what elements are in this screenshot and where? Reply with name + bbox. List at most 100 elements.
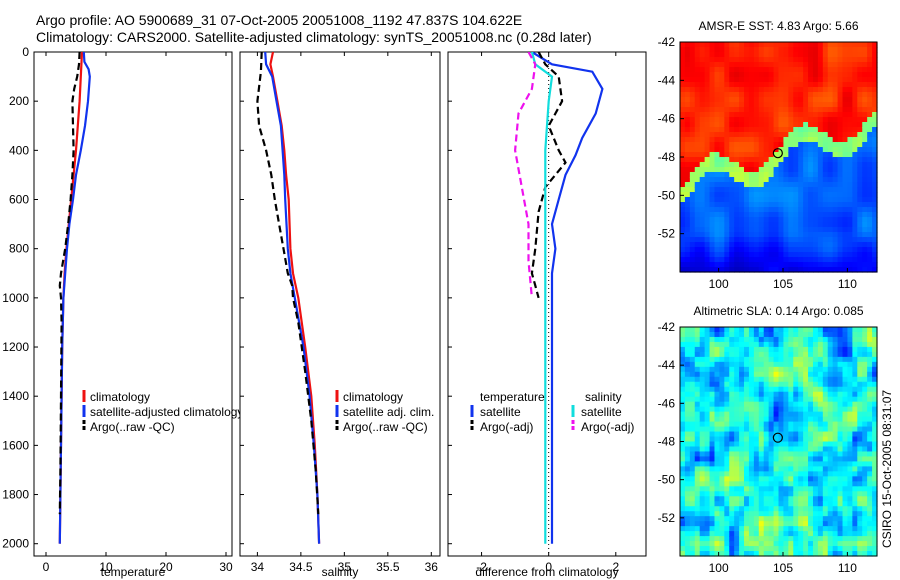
sst_map-cell <box>694 67 701 73</box>
sst_map-cell <box>867 42 873 48</box>
sla_map-cell <box>699 421 706 428</box>
sst_map-cell <box>872 117 878 123</box>
sla_map-cell <box>803 371 809 378</box>
sst_map-cell <box>832 132 839 138</box>
sst_map-cell <box>768 162 775 168</box>
sst_map-cell <box>862 137 868 143</box>
sla_map-cell <box>773 541 780 547</box>
sst_map-cell <box>694 112 701 118</box>
sst_map-cell <box>680 222 686 228</box>
sst_map-cell <box>689 97 696 103</box>
sla_map-cell <box>768 331 775 338</box>
sla_map-cell <box>684 336 691 343</box>
sla_map-cell <box>793 426 799 433</box>
sst_map-cell <box>709 117 716 123</box>
sla_map-cell <box>773 341 780 348</box>
sst_map-cell <box>808 142 814 148</box>
sla_map-cell <box>832 531 839 537</box>
sla_map-cell <box>714 406 720 413</box>
sst_map-cell <box>729 172 735 178</box>
sst_map-cell <box>719 77 725 83</box>
sla_map-cell <box>827 461 834 467</box>
sla_map-cell <box>729 536 735 542</box>
sla_map-cell <box>808 411 814 418</box>
sla_map-cell <box>827 426 834 433</box>
sla_map-cell <box>872 476 878 482</box>
sla_map-cell <box>778 401 785 408</box>
sst_map-cell <box>709 177 716 183</box>
sst_map-cell <box>832 117 839 123</box>
sla_map-cell <box>729 396 735 403</box>
sst_map-cell <box>793 252 799 258</box>
sst_map-cell <box>763 167 770 173</box>
sst_map-cell <box>768 87 775 93</box>
sst_map-cell <box>694 127 701 133</box>
sst_map-cell <box>724 97 730 103</box>
sla_map-cell <box>783 336 789 343</box>
sst_map-cell <box>724 57 730 63</box>
sla_map-cell <box>832 501 839 507</box>
sst_map-cell <box>704 192 711 198</box>
sst_map-cell <box>793 237 799 243</box>
sst_map-cell <box>724 172 730 178</box>
sla_map-cell <box>763 436 770 443</box>
sst_map-cell <box>689 112 696 118</box>
sst_map-cell <box>744 62 750 68</box>
sst_map-cell <box>709 232 716 238</box>
sst_map-cell <box>812 117 819 123</box>
sla_map-cell <box>734 531 740 537</box>
sla_map-cell <box>699 411 706 418</box>
sst_map-cell <box>812 212 819 218</box>
sst_map-cell <box>719 57 725 63</box>
sla_map-cell <box>862 471 868 477</box>
sla_map-cell <box>699 396 706 403</box>
sla_map-cell <box>808 351 814 358</box>
sla_map-cell <box>744 541 750 547</box>
sst_map-cell <box>803 52 809 58</box>
sst_map-cell <box>862 182 868 188</box>
sla_map-cell <box>694 461 701 467</box>
sla_map-cell <box>832 491 839 497</box>
sla_map-cell <box>842 386 849 393</box>
sla_map-cell <box>837 406 844 413</box>
sst_map-cell <box>734 237 740 243</box>
sla_map-cell <box>694 491 701 497</box>
sla_map-cell <box>748 521 755 527</box>
sst_map-cell <box>773 222 780 228</box>
sla_map-cell <box>719 361 725 368</box>
sla_map-cell <box>793 406 799 413</box>
sst_map-cell <box>822 77 829 83</box>
sst_map-cell <box>847 112 853 118</box>
sla_map-cell <box>744 376 750 383</box>
sst_map-cell <box>812 157 819 163</box>
sla_map-cell <box>822 521 829 527</box>
sst_map-cell <box>699 172 706 178</box>
sla_map-cell <box>758 396 765 403</box>
sla_map-cell <box>847 471 853 477</box>
sla_map-cell <box>847 491 853 497</box>
sst_map-cell <box>729 252 735 258</box>
sla_map-cell <box>817 421 824 428</box>
sst_map-cell <box>729 132 735 138</box>
sla_map-cell <box>812 406 819 413</box>
sst_map-cell <box>748 82 755 88</box>
sla_map-cell <box>744 436 750 443</box>
sla_map-cell <box>748 351 755 358</box>
sst_map-cell <box>729 237 735 243</box>
sla_map-cell <box>812 396 819 403</box>
sla_map-cell <box>709 526 716 532</box>
sst_map-cell <box>847 107 853 113</box>
sst_map-cell <box>744 72 750 78</box>
sla_map-cell <box>808 546 814 552</box>
sla_map-cell <box>852 386 858 393</box>
sla_map-cell <box>788 531 794 537</box>
sla_map-cell <box>837 521 844 527</box>
sla_map-cell <box>704 461 711 467</box>
sst_map-cell <box>699 107 706 113</box>
sst_map-cell <box>867 217 873 223</box>
sst_map-cell <box>788 242 794 248</box>
sla_map-cell <box>862 351 868 358</box>
sla_map-cell <box>798 396 804 403</box>
sst_map-cell <box>783 57 789 63</box>
sla_map-cell <box>822 506 829 512</box>
